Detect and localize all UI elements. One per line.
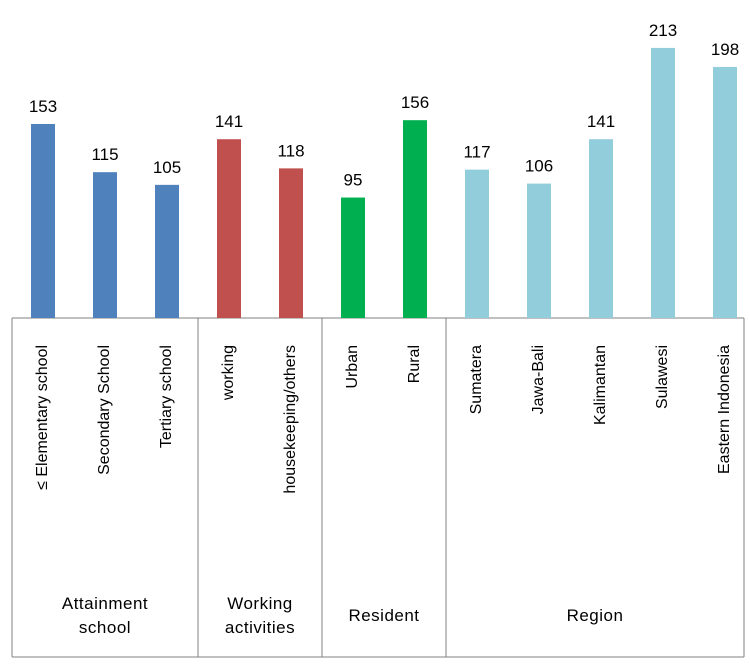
x-tick-label: Tertiary school xyxy=(158,345,175,448)
bar xyxy=(589,139,613,318)
value-label: 118 xyxy=(277,141,304,160)
bar xyxy=(403,120,427,318)
value-label: 198 xyxy=(711,40,739,59)
value-label: 141 xyxy=(215,112,243,131)
x-tick-label: Rural xyxy=(406,345,423,383)
value-label: 156 xyxy=(401,93,429,112)
group-label: Resident xyxy=(348,606,420,625)
bar xyxy=(31,123,55,318)
x-tick-label: Sumatera xyxy=(468,345,485,414)
bar xyxy=(465,169,489,318)
bar xyxy=(713,66,737,318)
group-label: Working activities xyxy=(224,594,296,637)
x-tick-label: Jawa-Bali xyxy=(530,345,547,414)
x-tick-label: Sulawesi xyxy=(654,345,671,409)
x-tick-label: Secondary School xyxy=(96,345,113,475)
value-label: 105 xyxy=(153,158,181,177)
bar xyxy=(279,168,303,318)
bar xyxy=(527,183,551,318)
value-label: 95 xyxy=(344,171,363,190)
value-label: 117 xyxy=(463,143,490,162)
value-label: 115 xyxy=(91,145,118,164)
x-tick-label: Eastern Indonesia xyxy=(716,345,733,474)
group-label: Region xyxy=(566,606,624,625)
bar xyxy=(93,172,117,318)
bar xyxy=(217,139,241,318)
bar xyxy=(651,47,675,318)
bar xyxy=(341,197,365,318)
x-tick-label: housekeeping/others xyxy=(282,345,299,494)
bar xyxy=(155,184,179,318)
x-tick-label: Kalimantan xyxy=(592,345,609,425)
value-label: 213 xyxy=(649,21,677,40)
x-tick-label: working xyxy=(220,345,237,401)
x-tick-label: Urban xyxy=(344,345,361,389)
group-label: Attainment school xyxy=(61,594,149,637)
x-tick-label: ≤ Elementary school xyxy=(34,345,51,490)
value-label: 153 xyxy=(29,97,57,116)
value-label: 106 xyxy=(525,157,553,176)
value-label: 141 xyxy=(587,112,615,131)
